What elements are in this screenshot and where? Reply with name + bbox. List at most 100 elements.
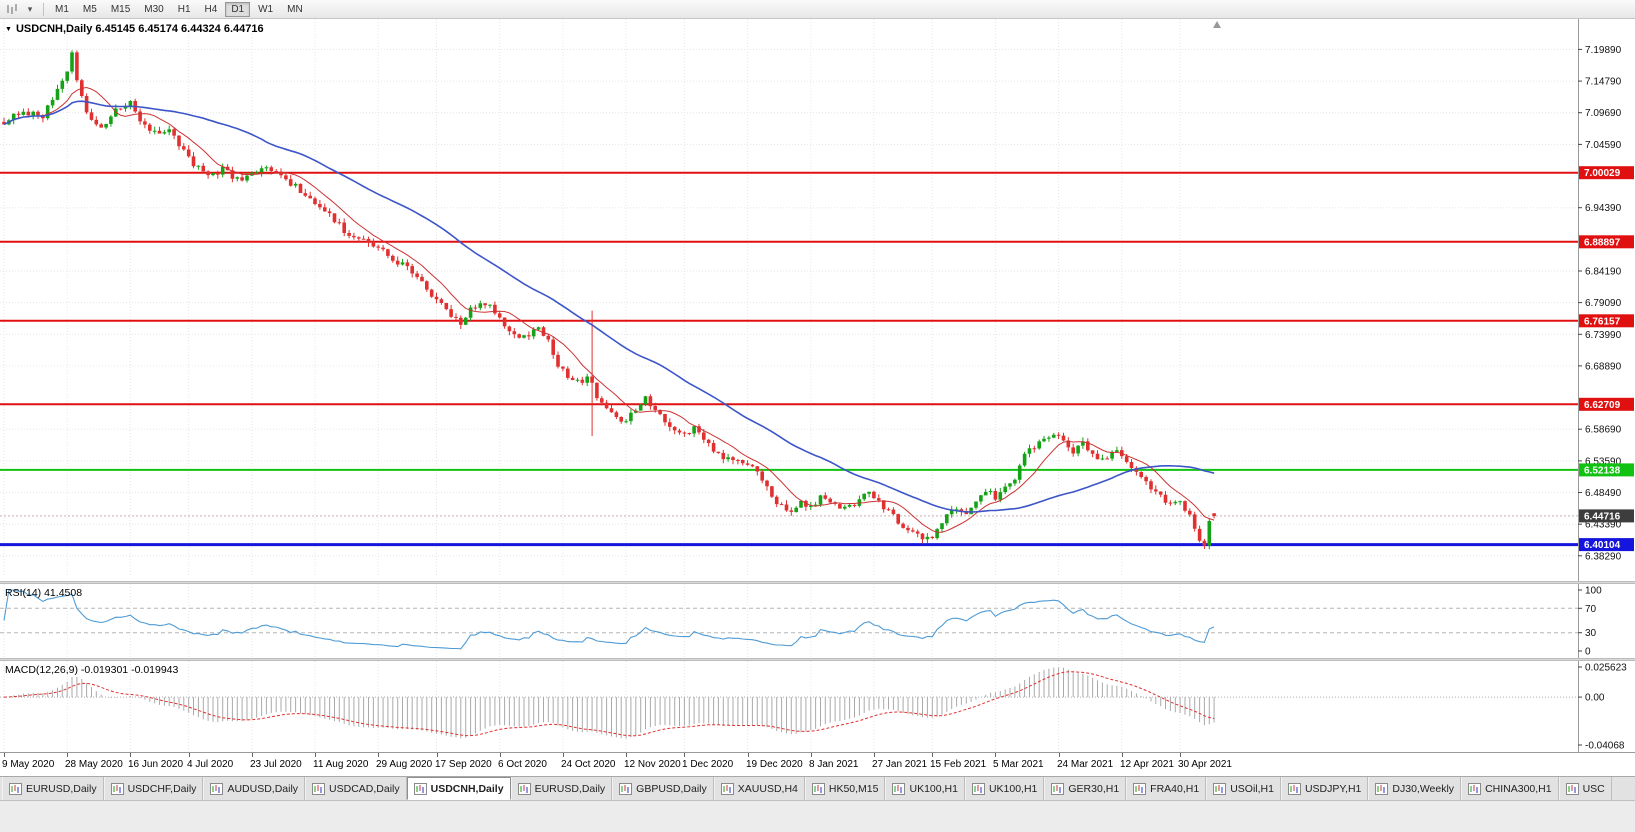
chart-tab-usdjpy-h1[interactable]: USDJPY,H1 — [1280, 777, 1369, 800]
svg-text:6.40104: 6.40104 — [1584, 540, 1621, 551]
time-label: 30 Apr 2021 — [1178, 759, 1232, 770]
chart-type-icon[interactable] — [3, 2, 21, 17]
tab-label: EURUSD,Daily — [534, 782, 606, 795]
tab-chart-icon — [1287, 782, 1301, 795]
svg-text:6.88897: 6.88897 — [1584, 237, 1621, 248]
time-tick — [315, 753, 316, 757]
tab-label: GBPUSD,Daily — [636, 782, 707, 795]
svg-text:6.38290: 6.38290 — [1585, 551, 1622, 562]
chart-tab-dj30-weekly[interactable]: DJ30,Weekly — [1368, 777, 1462, 800]
dropdown-caret-icon[interactable]: ▾ — [27, 3, 33, 14]
time-label: 28 May 2020 — [65, 759, 123, 770]
tab-label: USDCAD,Daily — [329, 782, 400, 795]
time-label: 19 Dec 2020 — [746, 759, 803, 770]
time-tick — [437, 753, 438, 757]
tab-label: USOil,H1 — [1230, 782, 1274, 795]
chart-tab-uk100-h1[interactable]: UK100,H1 — [885, 777, 965, 800]
chart-tab-fra40-h1[interactable]: FRA40,H1 — [1126, 777, 1207, 800]
macd-signal-line[interactable] — [3, 671, 1215, 737]
tab-label: XAUUSD,H4 — [737, 782, 798, 795]
ma-slow-line[interactable] — [3, 100, 1215, 513]
tab-label: HK50,M15 — [828, 782, 879, 795]
bear-candles — [2, 50, 1216, 550]
svg-text:6.76157: 6.76157 — [1584, 316, 1621, 327]
svg-text:30: 30 — [1585, 628, 1597, 639]
time-tick — [378, 753, 379, 757]
time-tick — [1122, 753, 1123, 757]
chart-tab-usdchf-daily[interactable]: USDCHF,Daily — [103, 777, 204, 800]
timeframe-button-h1[interactable]: H1 — [172, 2, 197, 17]
timeframe-button-h4[interactable]: H4 — [199, 2, 224, 17]
timeframe-button-m15[interactable]: M15 — [105, 2, 136, 17]
timeframe-button-mn[interactable]: MN — [281, 2, 309, 17]
svg-text:7.00029: 7.00029 — [1584, 168, 1621, 179]
timeframe-button-m1[interactable]: M1 — [49, 2, 75, 17]
chart-tab-usdcad-daily[interactable]: USDCAD,Daily — [305, 777, 407, 800]
svg-text:-0.04068: -0.04068 — [1585, 741, 1625, 752]
rsi-panel[interactable]: 100 70 30 0 — [0, 584, 1635, 658]
symbol-menu-icon[interactable]: ▼ — [5, 25, 12, 33]
rsi-line[interactable] — [3, 589, 1215, 650]
price-chart[interactable]: 7.19890 7.14790 7.09690 7.04590 6.94390 6.841… — [0, 19, 1635, 581]
time-tick — [500, 753, 501, 757]
chart-tab-usc[interactable]: USC — [1558, 777, 1612, 800]
time-label: 9 May 2020 — [2, 759, 55, 770]
chart-tab-usdcnh-daily[interactable]: USDCNH,Daily — [406, 777, 511, 800]
chart-tab-ger30-h1[interactable]: GER30,H1 — [1044, 777, 1127, 800]
timeframe-button-d1[interactable]: D1 — [225, 1, 251, 17]
chart-tab-usoil-h1[interactable]: USOil,H1 — [1206, 777, 1281, 800]
chart-tab-gbpusd-daily[interactable]: GBPUSD,Daily — [612, 777, 714, 800]
time-axis[interactable]: 9 May 2020 28 May 2020 16 Jun 2020 4 Jul 20… — [0, 752, 1635, 776]
time-tick — [252, 753, 253, 757]
time-label: 5 Mar 2021 — [993, 759, 1044, 770]
rsi-axis[interactable]: 100 70 30 0 — [1578, 584, 1602, 658]
macd-label: MACD(12,26,9) -0.019301 -0.019943 — [5, 664, 179, 676]
time-label: 27 Jan 2021 — [872, 759, 928, 770]
chart-tab-hk50-m15[interactable]: HK50,M15 — [804, 777, 886, 800]
svg-text:6.48490: 6.48490 — [1585, 488, 1622, 499]
tab-chart-icon — [1468, 782, 1482, 795]
chart-tab-bar: EURUSD,Daily USDCHF,Daily AUDUSD,Daily USDC… — [0, 776, 1635, 800]
tab-label: USDJPY,H1 — [1304, 782, 1362, 795]
status-strip — [0, 800, 1635, 832]
time-label: 24 Oct 2020 — [561, 759, 616, 770]
time-tick — [189, 753, 190, 757]
horizontal-levels[interactable] — [0, 171, 1578, 547]
tab-chart-icon — [1375, 782, 1389, 795]
tab-chart-icon — [811, 782, 825, 795]
time-label: 11 Aug 2020 — [313, 759, 369, 770]
chart-tab-xauusd-h4[interactable]: XAUUSD,H4 — [713, 777, 805, 800]
timeframe-button-w1[interactable]: W1 — [252, 2, 279, 17]
bull-candles — [7, 50, 1212, 550]
macd-axis[interactable]: 0.025623 0.00 -0.04068 — [1578, 661, 1627, 752]
chart-tab-eurusd-daily[interactable]: EURUSD,Daily — [510, 777, 613, 800]
tab-label: GER30,H1 — [1068, 782, 1120, 795]
tab-label: UK100,H1 — [909, 782, 958, 795]
candles — [2, 50, 1216, 550]
chart-tab-eurusd-daily[interactable]: EURUSD,Daily — [2, 777, 104, 800]
timeframe-button-m30[interactable]: M30 — [138, 2, 169, 17]
tab-chart-icon — [210, 782, 224, 795]
tab-chart-icon — [9, 782, 22, 795]
tab-label: CHINA300,H1 — [1485, 782, 1552, 795]
chart-tab-uk100-h1[interactable]: UK100,H1 — [964, 777, 1045, 800]
tab-chart-icon — [1213, 782, 1227, 795]
chart-shift-marker[interactable] — [1213, 21, 1221, 28]
macd-panel[interactable]: 0.025623 0.00 -0.04068 — [0, 661, 1635, 752]
tab-chart-icon — [517, 782, 531, 795]
svg-text:0.00: 0.00 — [1585, 693, 1605, 704]
chart-tab-audusd-daily[interactable]: AUDUSD,Daily — [203, 777, 306, 800]
price-axis[interactable]: 7.19890 7.14790 7.09690 7.04590 6.94390 6.841… — [1578, 19, 1634, 581]
time-tick — [1059, 753, 1060, 757]
tab-chart-icon — [892, 782, 906, 795]
panel-splitter-macd[interactable] — [0, 658, 1635, 661]
tab-label: FRA40,H1 — [1150, 782, 1200, 795]
chart-tab-china300-h1[interactable]: CHINA300,H1 — [1461, 777, 1559, 800]
timeframe-button-m5[interactable]: M5 — [77, 2, 103, 17]
panel-splitter-rsi[interactable] — [0, 581, 1635, 584]
tab-chart-icon — [971, 782, 985, 795]
svg-text:6.84190: 6.84190 — [1585, 267, 1622, 278]
ma-fast-line[interactable] — [3, 86, 1215, 533]
time-label: 23 Jul 2020 — [250, 759, 302, 770]
time-label: 1 Dec 2020 — [682, 759, 734, 770]
